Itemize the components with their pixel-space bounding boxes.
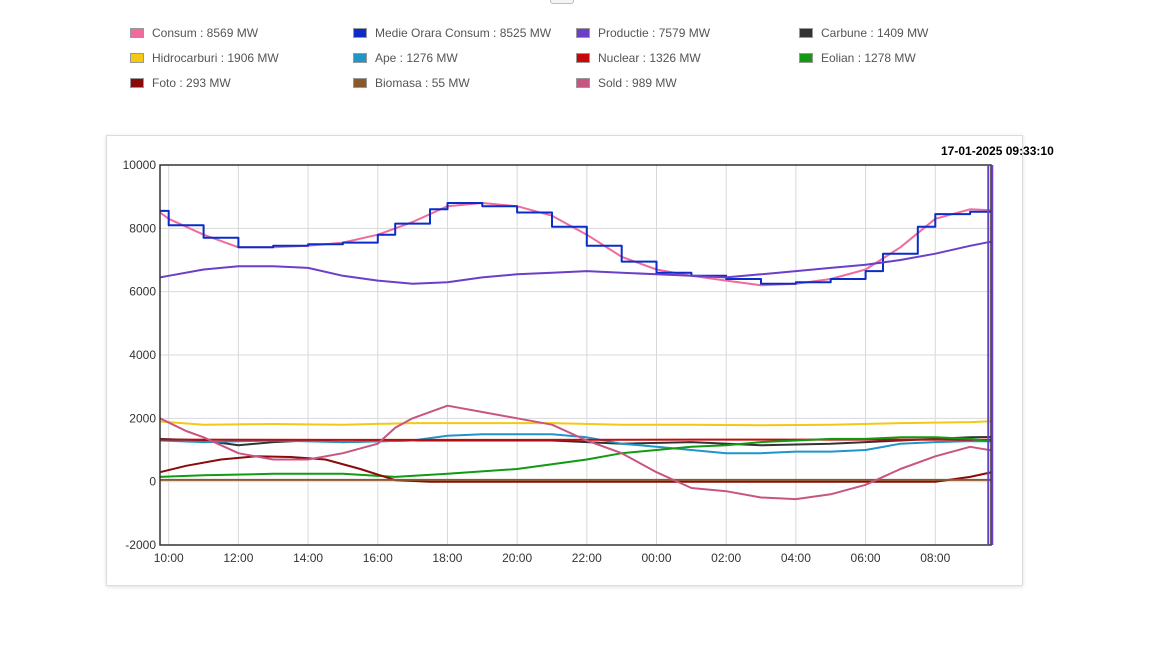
legend-label: Biomasa : 55 MW	[375, 76, 470, 90]
x-tick-label: 06:00	[851, 551, 881, 565]
legend-swatch	[353, 28, 367, 38]
legend-item[interactable]: Nuclear : 1326 MW	[576, 50, 701, 66]
series-line-ape	[159, 433, 992, 455]
x-tick-label: 16:00	[363, 551, 393, 565]
x-tick-label: 12:00	[223, 551, 253, 565]
legend-item[interactable]: Consum : 8569 MW	[130, 25, 258, 41]
y-tick-label: 2000	[129, 411, 156, 425]
legend-item[interactable]: Eolian : 1278 MW	[799, 50, 916, 66]
y-tick-label: -2000	[125, 538, 156, 552]
x-tick-label: 14:00	[293, 551, 323, 565]
legend-item[interactable]: Biomasa : 55 MW	[353, 75, 470, 91]
x-tick-label: 02:00	[711, 551, 741, 565]
legend-swatch	[353, 53, 367, 63]
legend-label: Hidrocarburi : 1906 MW	[152, 51, 279, 65]
legend-swatch	[130, 53, 144, 63]
x-tick-label: 00:00	[641, 551, 671, 565]
series-line-productie	[159, 240, 992, 285]
current-timestamp: 17-01-2025 09:33:10	[941, 144, 1054, 158]
legend-swatch	[130, 78, 144, 88]
chart-legend: Consum : 8569 MW Medie Orara Consum : 852…	[0, 0, 1152, 110]
legend-item[interactable]: Ape : 1276 MW	[353, 50, 458, 66]
legend-item[interactable]: Productie : 7579 MW	[576, 25, 710, 41]
legend-swatch	[576, 28, 590, 38]
legend-swatch	[353, 78, 367, 88]
legend-swatch	[799, 28, 813, 38]
x-tick-label: 04:00	[781, 551, 811, 565]
legend-label: Productie : 7579 MW	[598, 26, 711, 40]
legend-label: Sold : 989 MW	[598, 76, 677, 90]
legend-label: Nuclear : 1326 MW	[598, 51, 701, 65]
top-tab-handle[interactable]	[550, 0, 574, 4]
legend-label: Consum : 8569 MW	[152, 26, 259, 40]
plot-border	[159, 164, 992, 546]
legend-item[interactable]: Hidrocarburi : 1906 MW	[130, 50, 279, 66]
series-line-medie-orara-consum	[160, 202, 991, 285]
x-tick-label: 22:00	[572, 551, 602, 565]
y-tick-label: 6000	[129, 285, 156, 299]
legend-label: Medie Orara Consum : 8525 MW	[375, 26, 552, 40]
legend-label: Eolian : 1278 MW	[821, 51, 916, 65]
series-line-consum	[159, 202, 992, 287]
series-line-eolian	[159, 436, 992, 478]
legend-swatch	[799, 53, 813, 63]
legend-swatch	[130, 28, 144, 38]
x-tick-label: 08:00	[920, 551, 950, 565]
y-tick-label: 8000	[129, 221, 156, 235]
series-line-sold	[159, 404, 992, 501]
y-tick-label: 4000	[129, 348, 156, 362]
x-tick-label: 10:00	[154, 551, 184, 565]
legend-swatch	[576, 53, 590, 63]
y-tick-label: 10000	[123, 158, 157, 172]
legend-label: Carbune : 1409 MW	[821, 26, 929, 40]
legend-label: Ape : 1276 MW	[375, 51, 458, 65]
legend-item[interactable]: Sold : 989 MW	[576, 75, 677, 91]
legend-item[interactable]: Medie Orara Consum : 8525 MW	[353, 25, 551, 41]
x-tick-label: 18:00	[432, 551, 462, 565]
y-tick-label: 0	[149, 475, 156, 489]
legend-item[interactable]: Carbune : 1409 MW	[799, 25, 928, 41]
x-tick-label: 20:00	[502, 551, 532, 565]
series-line-hidrocarburi	[159, 420, 992, 427]
legend-swatch	[576, 78, 590, 88]
series-line-foto	[159, 455, 992, 483]
legend-item[interactable]: Foto : 293 MW	[130, 75, 231, 91]
legend-label: Foto : 293 MW	[152, 76, 231, 90]
